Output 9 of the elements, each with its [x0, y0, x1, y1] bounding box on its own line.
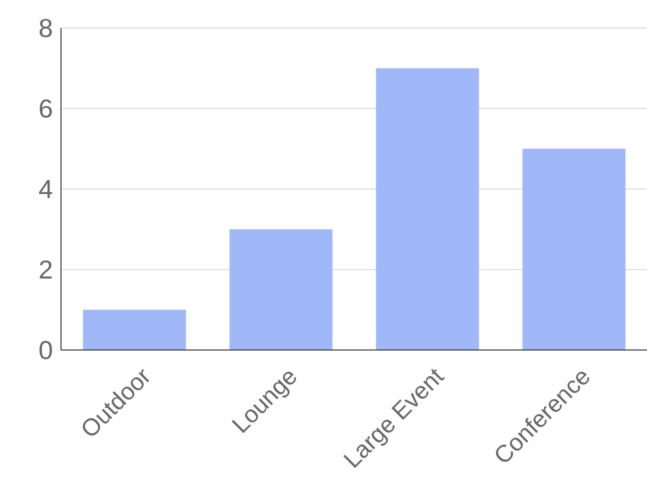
- y-tick-label: 0: [38, 335, 53, 366]
- y-tick-label: 2: [38, 254, 53, 285]
- bar: [522, 148, 626, 350]
- y-tick-label: 6: [38, 94, 53, 124]
- y-tick-label: 4: [38, 174, 53, 204]
- bar: [82, 310, 186, 350]
- bar: [229, 229, 332, 350]
- y-tick-label: 8: [38, 13, 53, 44]
- bar: [376, 68, 479, 350]
